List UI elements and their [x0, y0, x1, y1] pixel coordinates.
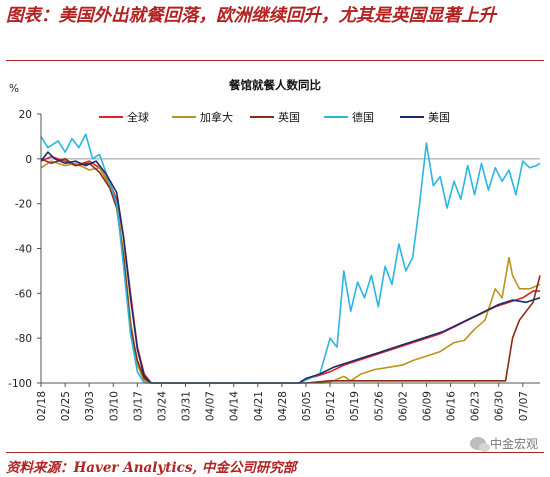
y-tick-label: -80 — [15, 333, 32, 345]
title-divider — [6, 60, 544, 61]
x-tick-label: 06/30 — [494, 391, 506, 421]
wechat-icon — [469, 437, 490, 452]
x-tick-label: 07/07 — [518, 391, 530, 421]
x-tick-label: 04/07 — [205, 391, 217, 421]
y-tick-label: 0 — [25, 154, 32, 166]
source-divider — [6, 452, 544, 453]
x-tick-label: 02/18 — [36, 391, 48, 421]
figure-title: 图表：美国外出就餐回落，欧洲继续回升，尤其是英国显著上升 — [6, 6, 496, 26]
y-tick-label: 20 — [19, 109, 32, 121]
legend-label: 加拿大 — [200, 110, 233, 124]
x-tick-label: 06/09 — [421, 391, 433, 421]
x-tick-label: 05/19 — [349, 391, 361, 421]
y-tick-label: -40 — [15, 244, 32, 256]
chart-title: 餐馆就餐人数同比 — [228, 78, 321, 92]
x-tick-label: 05/26 — [373, 391, 385, 422]
x-tick-label: 06/16 — [446, 391, 458, 422]
x-tick-label: 04/14 — [229, 391, 241, 422]
x-tick-label: 05/05 — [301, 391, 313, 421]
watermark-label: 中金宏观 — [489, 437, 538, 451]
watermark: 中金宏观 — [469, 435, 538, 452]
series-line-美国 — [40, 151, 541, 384]
x-tick-label: 05/12 — [325, 391, 337, 421]
x-tick-label: 03/24 — [156, 391, 168, 422]
x-tick-label: 04/28 — [277, 391, 289, 421]
y-tick-label: -60 — [15, 288, 32, 300]
x-tick-label: 03/31 — [181, 391, 193, 421]
series-line-加拿大 — [40, 160, 541, 384]
x-tick-label: 03/17 — [132, 391, 144, 421]
x-tick-label: 02/25 — [60, 391, 72, 421]
x-tick-label: 03/03 — [84, 391, 96, 421]
x-tick-label: 04/21 — [253, 391, 265, 421]
source-note: 资料来源：Haver Analytics, 中金公司研究部 — [6, 460, 297, 476]
x-tick-label: 06/23 — [470, 391, 482, 421]
y-axis-label: % — [9, 83, 19, 95]
series-line-德国 — [40, 133, 541, 384]
legend-label: 美国 — [428, 111, 450, 124]
x-tick-label: 06/02 — [397, 391, 409, 421]
x-tick-label: 03/10 — [108, 391, 120, 421]
line-chart: 餐馆就餐人数同比 % 02/18 02/25 03/03 03/10 03/17 03/2… — [8, 78, 541, 422]
y-tick-label: -100 — [8, 378, 32, 390]
legend-label: 全球 — [127, 110, 149, 124]
legend-label: 德国 — [352, 110, 374, 124]
y-tick-label: -20 — [15, 199, 32, 211]
legend-label: 英国 — [278, 110, 300, 124]
